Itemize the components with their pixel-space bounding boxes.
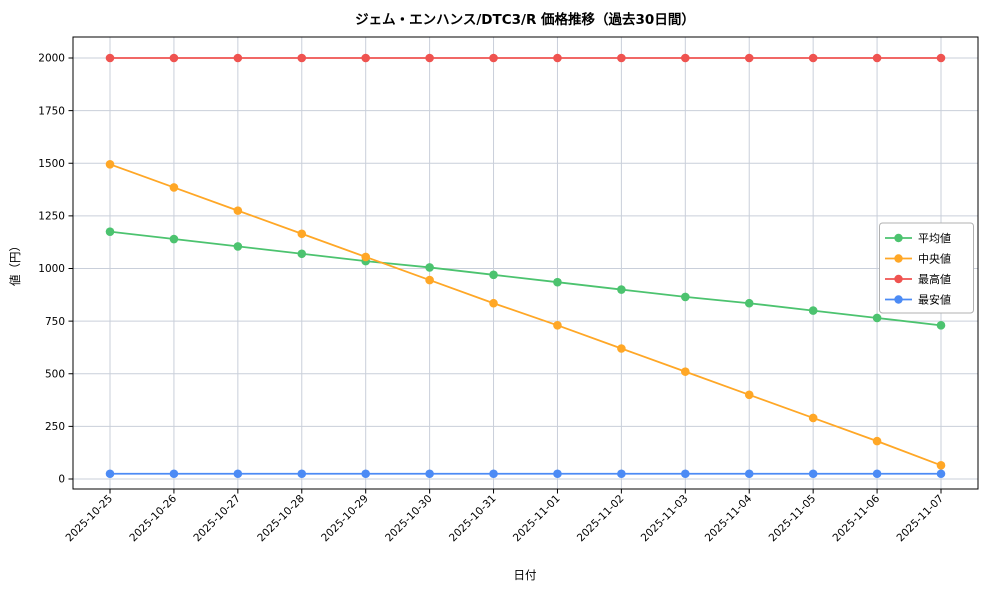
data-point xyxy=(361,469,370,479)
y-tick-label: 1000 xyxy=(38,263,65,275)
x-tick-label: 2025-10-26 xyxy=(127,492,179,544)
y-tick-label: 750 xyxy=(45,316,65,328)
data-series xyxy=(105,53,946,479)
data-point xyxy=(361,252,370,262)
data-point xyxy=(681,53,690,63)
data-point xyxy=(872,313,882,323)
data-point xyxy=(872,469,882,479)
data-point xyxy=(808,413,818,423)
x-tick-label: 2025-11-03 xyxy=(639,493,691,545)
data-point xyxy=(297,249,307,259)
data-point xyxy=(617,469,626,479)
data-point xyxy=(936,53,946,63)
legend-label: 最安値 xyxy=(918,292,951,306)
data-point xyxy=(744,390,754,400)
data-point xyxy=(744,298,754,308)
data-point xyxy=(361,53,370,63)
data-point xyxy=(808,306,818,315)
legend-swatch-marker xyxy=(894,254,903,263)
y-axis-label: 値（円） xyxy=(8,240,22,286)
data-point xyxy=(489,53,498,63)
data-point xyxy=(936,321,946,330)
data-point xyxy=(169,234,179,244)
series-line xyxy=(109,230,942,327)
x-tick-label: 2025-10-25 xyxy=(63,493,115,545)
data-point xyxy=(297,469,307,479)
data-point xyxy=(169,183,179,192)
data-point xyxy=(936,461,946,470)
x-tick-label: 2025-11-05 xyxy=(767,493,819,545)
data-point xyxy=(553,321,562,330)
data-point xyxy=(744,469,754,479)
data-point xyxy=(681,292,690,302)
data-point xyxy=(233,206,243,215)
plot-frame xyxy=(72,36,979,490)
data-point xyxy=(489,298,498,308)
y-tick-label: 1500 xyxy=(38,158,65,170)
x-tick-label: 2025-11-06 xyxy=(831,492,883,544)
data-point xyxy=(872,436,882,446)
legend-label: 最高値 xyxy=(918,272,951,286)
plot-background xyxy=(73,37,978,489)
data-point xyxy=(936,469,946,479)
data-point xyxy=(553,469,562,479)
data-point xyxy=(105,53,115,63)
data-point xyxy=(681,367,690,376)
x-tick-label: 2025-11-07 xyxy=(894,493,946,545)
x-tick-label: 2025-11-04 xyxy=(703,492,755,544)
data-point xyxy=(617,285,626,294)
data-point xyxy=(233,469,243,479)
data-point xyxy=(105,469,115,479)
x-tick-label: 2025-10-27 xyxy=(191,493,243,545)
data-point xyxy=(425,263,434,272)
data-point xyxy=(105,227,115,236)
x-tick-label: 2025-11-02 xyxy=(575,493,627,545)
data-point xyxy=(425,53,434,63)
data-point xyxy=(553,277,562,287)
data-point xyxy=(297,53,307,63)
data-point xyxy=(233,242,243,251)
legend-swatch-marker xyxy=(894,274,903,284)
data-point xyxy=(872,53,882,63)
data-point xyxy=(489,270,498,280)
data-point xyxy=(744,53,754,63)
data-point xyxy=(617,344,626,353)
x-tick-label: 2025-10-29 xyxy=(319,493,371,545)
data-point xyxy=(425,469,434,479)
data-point xyxy=(808,469,818,479)
y-tick-label: 1750 xyxy=(38,105,65,117)
x-axis-label: 日付 xyxy=(514,568,537,582)
data-point xyxy=(489,469,498,479)
legend-label: 中央値 xyxy=(918,252,951,265)
data-point xyxy=(617,53,626,63)
data-point xyxy=(297,229,307,239)
legend-swatch-marker xyxy=(894,233,903,243)
chart-title: ジェム・エンハンス/DTC3/R 価格推移（過去30日間） xyxy=(355,11,695,28)
x-tick-label: 2025-10-30 xyxy=(383,493,435,545)
y-tick-label: 1250 xyxy=(38,211,65,223)
data-point xyxy=(553,53,562,63)
data-point xyxy=(169,53,179,63)
legend-box xyxy=(879,222,974,314)
y-tick-label: 500 xyxy=(45,368,65,380)
y-tick-label: 0 xyxy=(58,474,65,486)
data-point xyxy=(681,469,690,479)
data-point xyxy=(105,160,115,169)
legend-label: 平均値 xyxy=(918,232,951,245)
data-point xyxy=(169,469,179,479)
data-point xyxy=(233,53,243,63)
series-line xyxy=(109,163,942,467)
data-point xyxy=(808,53,818,63)
y-tick-label: 2000 xyxy=(38,53,65,65)
x-tick-label: 2025-10-31 xyxy=(447,493,499,545)
data-point xyxy=(425,275,434,285)
x-tick-label: 2025-10-28 xyxy=(255,493,307,545)
x-tick-label: 2025-11-01 xyxy=(511,493,563,545)
y-tick-label: 250 xyxy=(45,421,65,433)
legend-swatch-marker xyxy=(894,295,903,304)
